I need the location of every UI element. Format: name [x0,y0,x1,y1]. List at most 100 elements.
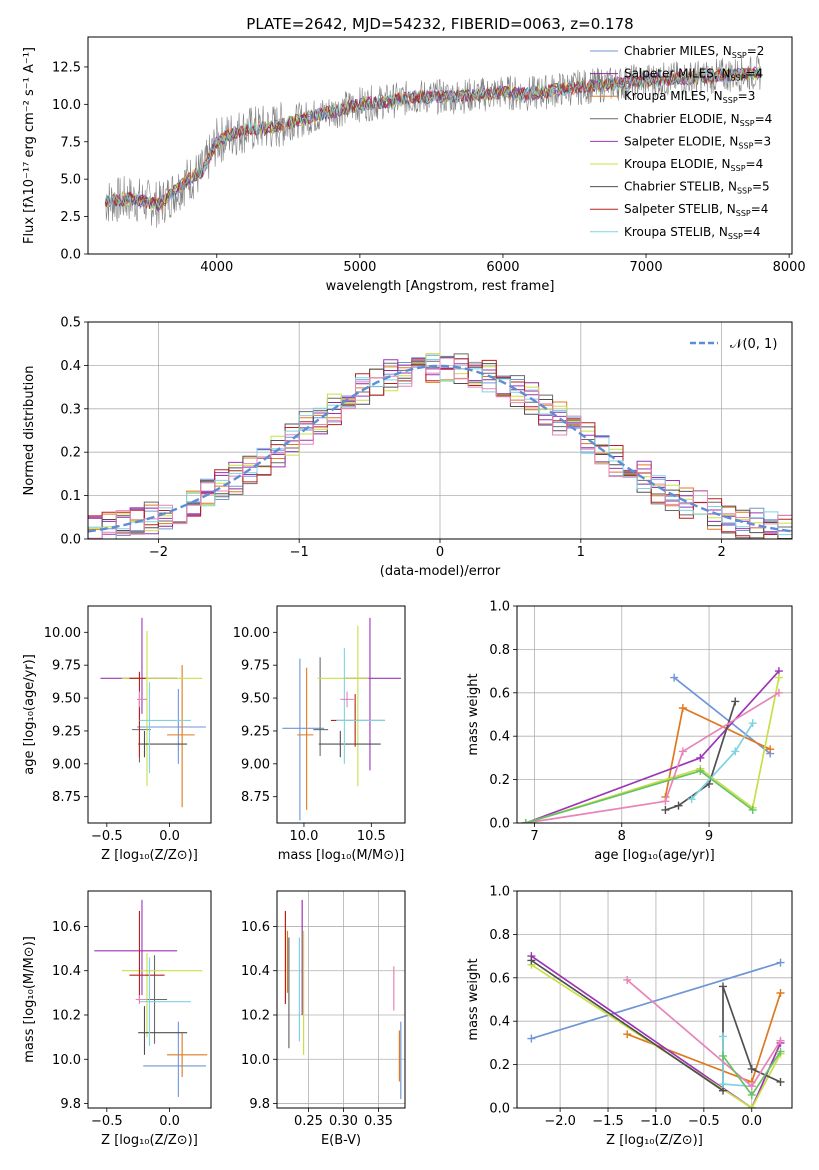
legend-sub: SSP [740,119,755,128]
weight-marker [678,703,687,712]
y-tick-label: 10.2 [241,1009,270,1024]
age-vs-mass-panel: 10.0 10.5 8.75 9.00 9.25 9.50 9.75 10.00 mass [l… [233,605,406,863]
legend-label: Kroupa MILES, NSSP=3 [624,89,755,105]
weight-marker [747,1064,756,1073]
y-tick-label: 9.75 [52,659,81,674]
x-tick-label: 0.35 [364,1114,393,1129]
plot-area [88,353,792,539]
y-tick-label: 5.0 [60,173,81,188]
weight-marker [678,747,687,756]
legend-suffix: =4 [746,157,764,171]
weight-marker [766,745,775,754]
y-axis-label: mass weight [466,958,481,1040]
y-tick-label: 0.6 [489,971,510,986]
plot-area [282,617,401,821]
legend-suffix: =4 [751,202,769,216]
y-tick-label: 0.0 [489,817,510,832]
legend-name: Chabrier MILES, N [624,44,732,58]
legend-label: Chabrier MILES, NSSP=2 [624,44,764,60]
legend-suffix: =5 [752,180,770,194]
weight-marker [670,673,679,682]
y-tick-label: 9.50 [52,692,81,707]
legend-name: Chabrier STELIB, N [624,180,737,194]
y-axis-label: mass weight [466,673,481,755]
y-tick-label: 0.0 [60,248,81,263]
y-tick-label: 8.75 [241,790,270,805]
x-tick-label: 0.30 [329,1114,358,1129]
legend-sub: SSP [731,164,746,173]
x-axis-label: E(B-V) [321,1133,361,1148]
x-axis-label: (data-model)/error [380,564,501,579]
weight-marker [776,988,785,997]
y-axis-label: mass [log₁₀(M/M⊙)] [22,936,37,1063]
y-tick-label: 0.8 [489,643,510,658]
y-tick-label: 9.8 [60,1097,81,1112]
x-tick-label: 2 [717,545,725,560]
legend-label: Kroupa STELIB, NSSP=4 [624,225,761,241]
axes-frame [516,890,793,1109]
weight-line-3 [525,677,780,823]
y-tick-label: 1.0 [489,885,510,900]
x-tick-label: −0.5 [91,1114,123,1129]
y-tick-label: 0.2 [60,446,81,461]
x-tick-label: 5000 [343,260,376,275]
weight-marker [623,1030,632,1039]
chart-title: PLATE=2642, MJD=54232, FIBERID=0063, z=0… [246,15,633,33]
x-tick-label: −2 [149,545,168,560]
legend-sub: SSP [723,96,738,105]
mass-vs-ebv-panel: 0.25 0.30 0.35 9.8 10.0 10.2 10.4 10.6 E(B-V) [241,890,406,1148]
legend-label: Chabrier STELIB, NSSP=5 [624,180,770,196]
weight-marker [747,1104,756,1108]
weight-marker [527,1034,536,1043]
weight-vs-age-panel: 7 8 9 0.0 0.2 0.4 0.6 0.8 1.0 age [log₁₀(age/yr)]… [466,600,793,863]
x-axis-label: Z [log₁₀(Z/Z⊙)] [606,1133,703,1148]
x-axis-label: Z [log₁₀(Z/Z⊙)] [101,848,198,863]
weight-marker [747,1082,756,1091]
x-tick-label: 7 [530,829,538,844]
axes-frame [276,890,406,1109]
y-tick-label: 10.6 [241,920,270,935]
y-tick-label: 9.25 [241,724,270,739]
legend-name: Kroupa MILES, N [624,89,723,103]
legend-name: Chabrier ELODIE, N [624,112,740,126]
weight-marker [696,753,705,762]
y-tick-label: 10.4 [241,964,270,979]
weight-line-0 [531,961,781,1040]
weight-marker [748,719,757,728]
y-tick-label: 7.5 [60,135,81,150]
gaussian-curve [88,364,792,533]
weight-marker [776,1077,785,1086]
y-tick-label: 9.25 [52,724,81,739]
x-tick-label: 7000 [630,260,663,275]
legend-label: Kroupa ELODIE, NSSP=4 [624,157,763,173]
y-tick-label: 0.6 [489,686,510,701]
y-tick-label: 10.0 [241,1053,270,1068]
residuals-panel: −2 −1 0 1 2 0.0 0.1 0.2 0.3 0.4 0.5 (data-model)/er… [22,316,793,579]
y-tick-label: 1.0 [489,600,510,615]
legend-sub: SSP [731,74,746,83]
y-tick-label: 0.4 [60,359,81,374]
weight-line-4 [665,701,737,811]
weight-vs-metallicity-panel: −2.0 −1.5 −1.0 −0.5 0.0 0.0 0.2 0.4 0.6 0.8 1.0 Z [… [466,885,793,1148]
model-line-8 [104,66,761,209]
weight-marker [719,1051,728,1060]
weight-marker [623,975,632,984]
legend-label: Salpeter ELODIE, NSSP=3 [624,134,771,150]
y-tick-label: 9.50 [241,692,270,707]
plot-area [94,899,208,1097]
y-tick-label: 9.75 [241,659,270,674]
x-axis-label: age [log₁₀(age/yr)] [594,848,715,863]
legend-sub: SSP [737,187,752,196]
legend-suffix: =4 [755,112,773,126]
weight-marker [696,766,705,775]
weight-marker [748,805,757,814]
legend-sub: SSP [736,209,751,218]
x-tick-label: 4000 [200,260,233,275]
weight-marker [521,819,530,823]
y-tick-label: 0.3 [60,402,81,417]
y-tick-label: 10.00 [44,626,81,641]
legend-suffix: =4 [746,67,764,81]
y-tick-label: 0.4 [489,730,510,745]
y-tick-label: 9.00 [52,757,81,772]
y-tick-label: 10.0 [52,1053,81,1068]
